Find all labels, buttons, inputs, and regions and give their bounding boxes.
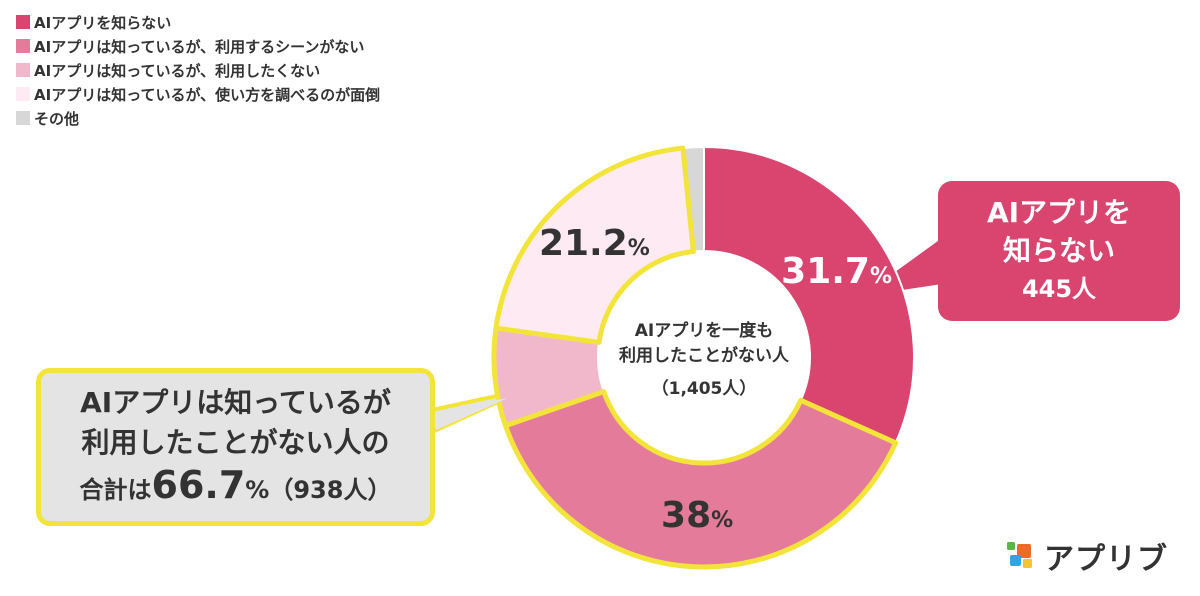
slice-not-aware: [703, 145, 915, 445]
center-label-line3: （1,405人）: [652, 378, 757, 399]
label-too-bothersome: 21.2%: [539, 223, 650, 264]
highlight-outline-no-scene: [503, 389, 899, 570]
callout-aware-total-suffix: %（938人）: [245, 475, 392, 504]
callout-not-aware-count: 445人: [1021, 275, 1097, 303]
legend-swatch: [16, 111, 30, 125]
callout-aware-line2: 利用したことがない人の: [81, 425, 390, 459]
callout-tail-left-cover: [436, 398, 508, 430]
legend-label: AIアプリを知らない: [34, 13, 172, 32]
legend-label: AIアプリは知っているが、使い方を調べるのが面倒: [34, 85, 381, 104]
callout-aware-line1: AIアプリは知っているが: [80, 385, 391, 419]
center-label: AIアプリを一度も 利用したことがない人 （1,405人）: [619, 320, 790, 399]
legend-item-dont-want: AIアプリは知っているが、利用したくない: [16, 58, 380, 82]
legend-swatch: [16, 87, 30, 101]
legend-label: AIアプリは知っているが、利用するシーンがない: [34, 37, 365, 56]
highlight-outline-dont-want: [491, 327, 508, 427]
center-label-line1: AIアプリを一度も: [635, 320, 773, 341]
legend-label: その他: [34, 109, 80, 128]
callout-not-aware-line2: 知らない: [1002, 234, 1115, 267]
callout-tail-cover: [436, 398, 508, 430]
callout-aware-total-prefix: 合計は: [79, 475, 152, 504]
data-labels: 31.7% 38% 21.2%: [539, 223, 892, 536]
legend-swatch: [16, 63, 30, 77]
label-no-scene: 38%: [661, 495, 733, 536]
legend-item-not-aware: AIアプリを知らない: [16, 10, 380, 34]
appliv-logo-text: アプリブ: [1044, 542, 1168, 577]
legend-item-no-scene: AIアプリは知っているが、利用するシーンがない: [16, 34, 380, 58]
legend-label: AIアプリは知っているが、利用したくない: [34, 61, 321, 80]
appliv-logo-icon: [1007, 542, 1032, 568]
center-label-line2: 利用したことがない人: [619, 345, 790, 366]
callout-not-aware: AIアプリを 知らない 445人: [938, 181, 1180, 321]
callout-not-aware-line1: AIアプリを: [986, 196, 1132, 229]
legend-swatch: [16, 15, 30, 29]
appliv-logo: アプリブ: [1006, 534, 1168, 578]
legend: AIアプリを知らない AIアプリは知っているが、利用するシーンがない AIアプリ…: [16, 10, 380, 130]
highlight-outline-too-bothersome: [493, 145, 696, 345]
callout-aware-total-pct: 66.7: [151, 462, 246, 507]
legend-item-too-bothersome: AIアプリは知っているが、使い方を調べるのが面倒: [16, 82, 380, 106]
legend-item-other: その他: [16, 106, 380, 130]
callout-aware-total-line: 合計は66.7%（938人）: [80, 463, 392, 512]
legend-swatch: [16, 39, 30, 53]
label-not-aware: 31.7%: [781, 251, 892, 292]
callout-aware-total: AIアプリは知っているが 利用したことがない人の 合計は66.7%（938人）: [36, 368, 435, 526]
highlight-outline: [491, 145, 899, 570]
